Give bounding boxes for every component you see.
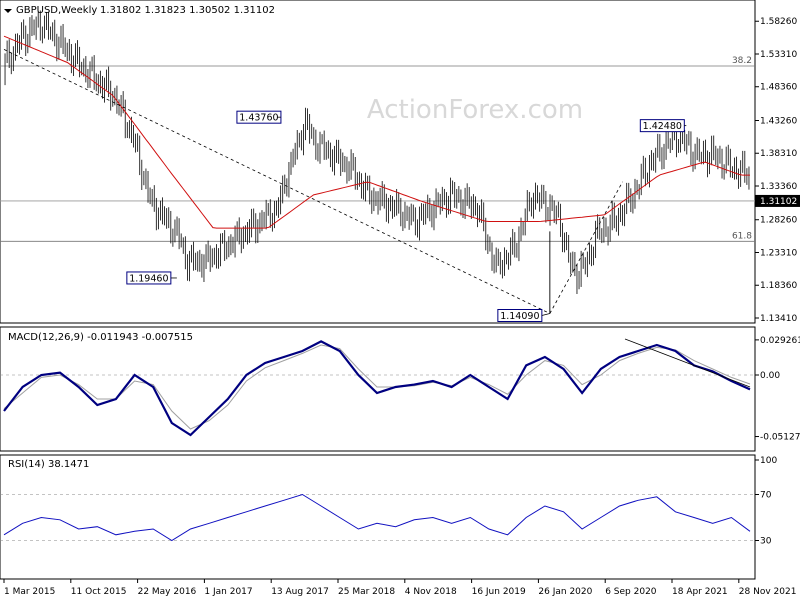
- price-layer: 1.58260 1.53310 1.48360 1.43260 1.38310 1.333…: [0, 10, 800, 324]
- watermark: ActionForex.com: [367, 95, 583, 125]
- fib-level-label: 61.8: [732, 231, 752, 241]
- price-tick-label: 1.48360: [760, 83, 797, 93]
- macd-tick-label: 0.00: [760, 371, 780, 381]
- price-tick-label: 1.23310: [760, 248, 797, 258]
- macd-layer: 0.029261 0.00 -0.051279: [0, 336, 800, 443]
- price-tick-label: 1.53310: [760, 50, 797, 60]
- last-price-box: [755, 194, 800, 207]
- price-tick-label: 1.33360: [760, 182, 797, 192]
- x-tick-label: 11 Oct 2015: [71, 587, 127, 597]
- price-annotation-label: 1.14090: [500, 311, 539, 322]
- price-annotation-label: 1.43760: [239, 113, 278, 124]
- price-tick-label: 1.28260: [760, 216, 797, 226]
- trendline: [3, 49, 551, 314]
- collapse-arrow-icon: [4, 9, 12, 13]
- x-tick-label: 26 Jan 2020: [538, 587, 592, 597]
- macd-signal-line: [3, 344, 751, 430]
- x-tick-label: 22 May 2016: [138, 587, 197, 597]
- rsi-line: [3, 493, 751, 542]
- price-tick-label: 1.58260: [760, 17, 797, 27]
- x-tick-label: 6 Sep 2020: [605, 587, 657, 597]
- macd-tick-label: -0.051279: [760, 433, 800, 443]
- price-annotation-label: 1.42480: [643, 121, 682, 132]
- fib-level-label: 38.2: [732, 56, 752, 66]
- x-tick-label: 25 Mar 2018: [338, 587, 395, 597]
- macd-panel: [0, 326, 756, 452]
- price-tick-label: 1.18360: [760, 281, 797, 291]
- price-panel: [0, 0, 756, 324]
- price-header: GBPUSD,Weekly 1.31802 1.31823 1.30502 1.…: [4, 5, 275, 16]
- price-annotation-leader: [541, 313, 550, 316]
- x-tick-label: 4 Nov 2018: [405, 587, 457, 597]
- x-tick-label: 28 Nov 2021: [739, 587, 797, 597]
- last-price-label: 1.31102: [760, 197, 797, 207]
- price-annotation-label: 1.19460: [129, 273, 168, 284]
- trendline: [549, 181, 623, 314]
- price-tick-label: 1.13410: [760, 314, 797, 324]
- price-tick-label: 1.38310: [760, 149, 797, 159]
- macd-title: MACD(12,26,9) -0.011943 -0.007515: [8, 332, 193, 343]
- rsi-title: RSI(14) 38.1471: [8, 459, 89, 470]
- rsi-layer: 100 70 30: [0, 456, 777, 547]
- rsi-tick-label: 30: [760, 537, 772, 547]
- x-tick-label: 16 Jun 2019: [472, 587, 526, 597]
- macd-line: [3, 340, 751, 437]
- x-tick-label: 1 Jan 2017: [204, 587, 252, 597]
- x-tick-label: 18 Apr 2021: [672, 587, 728, 597]
- moving-average-line: [3, 35, 750, 229]
- price-tick-label: 1.43260: [760, 116, 797, 126]
- x-axis: 1 Mar 2015 11 Oct 2015 22 May 2016 1 Jan 20…: [3, 579, 797, 597]
- x-tick-label: 1 Mar 2015: [4, 587, 55, 597]
- x-tick-label: 13 Aug 2017: [271, 587, 329, 597]
- rsi-tick-label: 70: [760, 491, 772, 501]
- rsi-panel: [0, 454, 756, 580]
- ohlc-label: 1.31802 1.31823 1.30502 1.31102: [100, 5, 275, 16]
- symbol-label: GBPUSD,Weekly: [16, 5, 97, 16]
- macd-trendline: [624, 338, 751, 388]
- macd-tick-label: 0.029261: [760, 336, 800, 346]
- rsi-tick-label: 100: [760, 456, 777, 466]
